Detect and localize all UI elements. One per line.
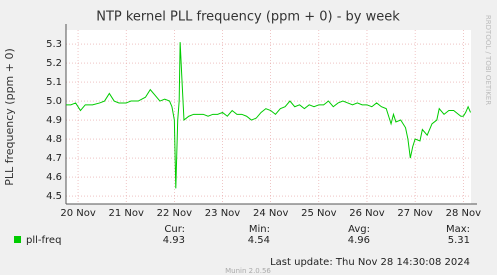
- x-tick-label: 25 Nov: [301, 208, 337, 219]
- stat-value: 4.54: [248, 235, 270, 246]
- x-tick-label: 26 Nov: [349, 208, 385, 219]
- footer: Munin 2.0.56: [225, 267, 271, 275]
- legend-swatch: [14, 236, 21, 243]
- y-tick-label: 5.2: [46, 58, 62, 69]
- y-tick-label: 4.6: [46, 172, 62, 183]
- x-tick-label: 24 Nov: [253, 208, 289, 219]
- x-tick-label: 23 Nov: [205, 208, 241, 219]
- stat-value: 4.93: [163, 235, 185, 246]
- stat-label: Avg:: [348, 224, 370, 235]
- y-tick-label: 5.0: [46, 96, 62, 107]
- side-text: RRDTOOL / TOBI OETIKER: [484, 15, 492, 105]
- y-tick-label: 4.8: [46, 134, 62, 145]
- stat-value: 5.31: [448, 235, 470, 246]
- y-axis-label: PLL frequency (ppm + 0): [3, 48, 16, 186]
- x-tick-label: 28 Nov: [446, 208, 482, 219]
- y-tick-label: 4.5: [46, 191, 62, 202]
- legend-label: pll-freq: [26, 235, 61, 246]
- y-tick-label: 5.1: [46, 77, 62, 88]
- x-tick-label: 22 Nov: [157, 208, 193, 219]
- y-tick-label: 4.7: [46, 153, 62, 164]
- stat-label: Min:: [249, 224, 270, 235]
- stat-label: Max:: [446, 224, 470, 235]
- data-line: [66, 42, 471, 189]
- y-tick-label: 5.3: [46, 39, 62, 50]
- plot-area: [66, 30, 471, 204]
- x-tick-label: 27 Nov: [397, 208, 433, 219]
- stat-label: Cur:: [164, 224, 185, 235]
- x-tick-label: 21 Nov: [108, 208, 144, 219]
- chart-title: NTP kernel PLL frequency (ppm + 0) - by …: [96, 10, 400, 25]
- y-tick-label: 4.9: [46, 115, 62, 126]
- x-tick-label: 20 Nov: [60, 208, 96, 219]
- last-update: Last update: Thu Nov 28 14:30:08 2024: [270, 257, 470, 268]
- stat-value: 4.96: [348, 235, 370, 246]
